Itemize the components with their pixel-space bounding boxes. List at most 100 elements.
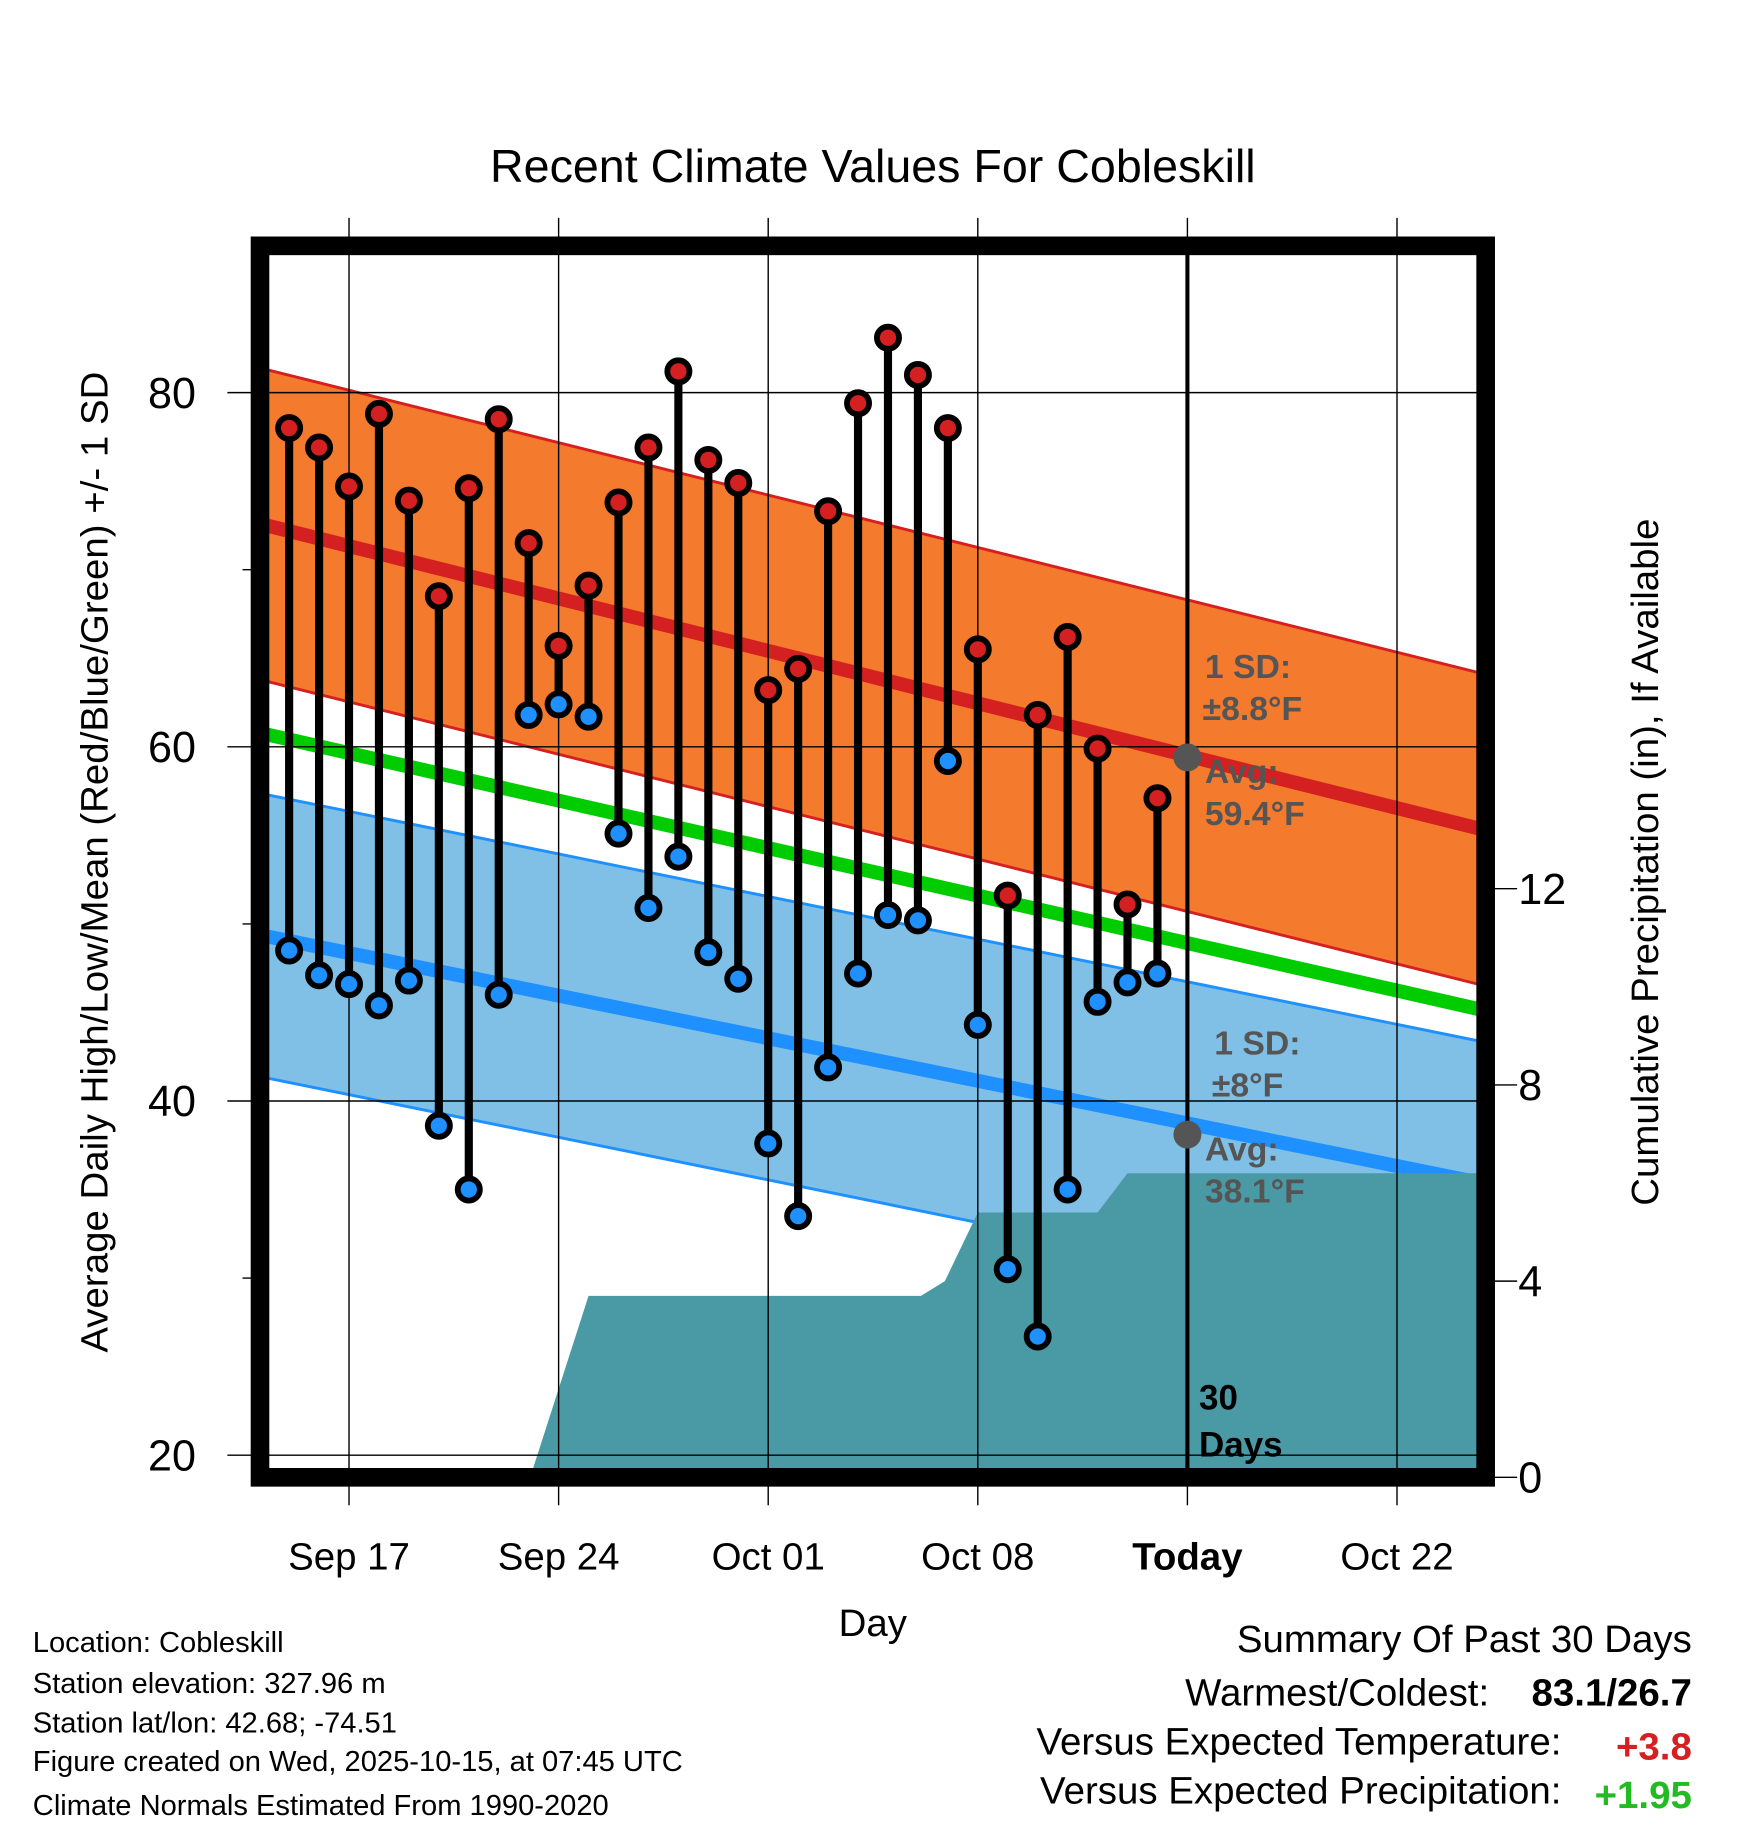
footer-created: Figure created on Wed, 2025-10-15, at 07… [33, 1746, 683, 1778]
high-temp-dot [335, 472, 363, 501]
high-temp-dot [634, 433, 663, 462]
high-temp-dot [484, 405, 513, 434]
low-temp-dot [784, 1202, 813, 1231]
low-temp-dot [604, 819, 633, 848]
y2-tick-label: 8 [1518, 1062, 1542, 1110]
high-temp-dot [1143, 784, 1172, 813]
high-temp-dot [604, 488, 633, 517]
low-sd-value: ±8°F [1212, 1066, 1283, 1104]
low-avg-label: Avg: [1205, 1130, 1279, 1168]
low-temp-dot [454, 1175, 483, 1204]
y-tick-label: 40 [148, 1078, 196, 1126]
low-temp-dot [634, 893, 663, 922]
low-avg-value: 38.1°F [1205, 1172, 1305, 1210]
y2-tick-label: 0 [1518, 1454, 1542, 1502]
high-temp-dot [903, 360, 932, 389]
x-tick-label: Oct 22 [1340, 1535, 1453, 1578]
high-temp-dot [275, 414, 304, 443]
high-temp-dot [394, 486, 423, 515]
high-temp-dot [814, 497, 843, 526]
high-temp-dot [664, 357, 693, 386]
low-temp-dot [963, 1010, 992, 1039]
warmest-value: 83.1/26.7 [1532, 1672, 1692, 1715]
footer-normals: Climate Normals Estimated From 1990-2020 [33, 1790, 609, 1822]
y-tick-label: 20 [148, 1432, 196, 1480]
high-temp-dot [514, 529, 543, 558]
footer-elevation: Station elevation: 327.96 m [33, 1668, 386, 1700]
high-temp-dot [544, 631, 573, 660]
axes: Sep 17 Sep 24 Oct 01 Oct 08 Today Oct 2220406… [148, 217, 1566, 1578]
temp-vs-expected-value: +3.8 [1616, 1725, 1692, 1768]
high-temp-dot [1083, 734, 1112, 763]
low-temp-dot [394, 966, 423, 995]
low-temp-dot [724, 964, 753, 993]
low-temp-dot [664, 842, 693, 871]
temp-vs-expected-label: Versus Expected Temperature: [1036, 1721, 1561, 1764]
low-temp-dot [305, 961, 334, 990]
high-temp-dot [993, 881, 1022, 910]
high-temp-dot [1023, 700, 1052, 729]
precip-area [532, 1173, 1478, 1470]
x-tick-label: Sep 17 [288, 1535, 410, 1578]
low-temp-dot [364, 991, 393, 1020]
high-temp-dot [364, 399, 393, 428]
high-temp-dot [874, 323, 902, 352]
high-temp-dot [1053, 623, 1082, 651]
low-temp-dot [993, 1255, 1022, 1284]
y2-tick-label: 12 [1518, 866, 1566, 914]
high-temp-dot [574, 571, 603, 600]
high-sd-label: 1 SD: [1205, 648, 1291, 686]
y2-tick-label: 4 [1518, 1258, 1542, 1306]
precip-vs-expected-label: Versus Expected Precipitation: [1040, 1770, 1561, 1813]
low-temp-dot [1143, 959, 1172, 988]
plot-frame [250, 236, 1495, 1487]
precip-vs-expected-value: +1.95 [1595, 1774, 1692, 1817]
high-temp-dot [454, 474, 483, 503]
y-tick-label: 80 [148, 370, 196, 418]
high-temp-dot [305, 433, 334, 462]
x-axis-label: Day [839, 1602, 908, 1645]
low-temp-dot [933, 746, 962, 775]
high-temp-dot [1113, 890, 1142, 919]
summary-title: Summary Of Past 30 Days [1237, 1618, 1692, 1661]
low-annotation: 1 SD: ±8°F Avg: 38.1°F [1205, 1024, 1305, 1210]
chart-title: Recent Climate Values For Cobleskill [490, 140, 1256, 192]
high-temp-dot [963, 635, 992, 664]
today-high-avg-dot [1173, 743, 1202, 772]
high-temp-dot [754, 676, 783, 705]
high-sd-value: ±8.8°F [1203, 690, 1303, 728]
low-temp-dot [1053, 1175, 1082, 1204]
days-label: Days [1199, 1425, 1283, 1464]
low-sd-label: 1 SD: [1214, 1024, 1300, 1062]
days-count: 30 [1199, 1379, 1238, 1418]
low-temp-dot [874, 901, 902, 930]
y-tick-label: 60 [148, 724, 196, 772]
x-tick-label: Oct 08 [921, 1535, 1034, 1578]
plot-area [266, 253, 1479, 1470]
high-temp-dot [844, 389, 873, 418]
low-temp-dot [574, 702, 603, 731]
low-temp-dot [335, 970, 363, 999]
high-avg-value: 59.4°F [1205, 795, 1305, 833]
low-temp-dot [694, 938, 723, 967]
high-temp-dot [933, 414, 962, 443]
today-low-avg-dot [1173, 1120, 1202, 1149]
high-temp-dot [724, 468, 753, 497]
low-temp-dot [844, 959, 873, 988]
low-temp-dot [484, 980, 513, 1009]
low-temp-dot [514, 700, 543, 729]
x-tick-label: Oct 01 [712, 1535, 825, 1578]
high-annotation: 1 SD: ±8.8°F Avg: 59.4°F [1203, 648, 1305, 833]
low-temp-dot [903, 906, 932, 935]
warmest-label: Warmest/Coldest: [1185, 1672, 1489, 1715]
low-temp-dot [424, 1111, 453, 1140]
low-temp-dot [1113, 968, 1142, 997]
high-temp-dot [694, 445, 723, 474]
low-temp-dot [1083, 987, 1112, 1016]
footer-info: Location: Cobleskill Station elevation: … [33, 1627, 683, 1822]
low-temp-dot [544, 690, 573, 719]
footer-latlon: Station lat/lon: 42.68; -74.51 [33, 1707, 397, 1739]
x-tick-label: Today [1132, 1535, 1243, 1578]
high-avg-label: Avg: [1205, 753, 1279, 791]
